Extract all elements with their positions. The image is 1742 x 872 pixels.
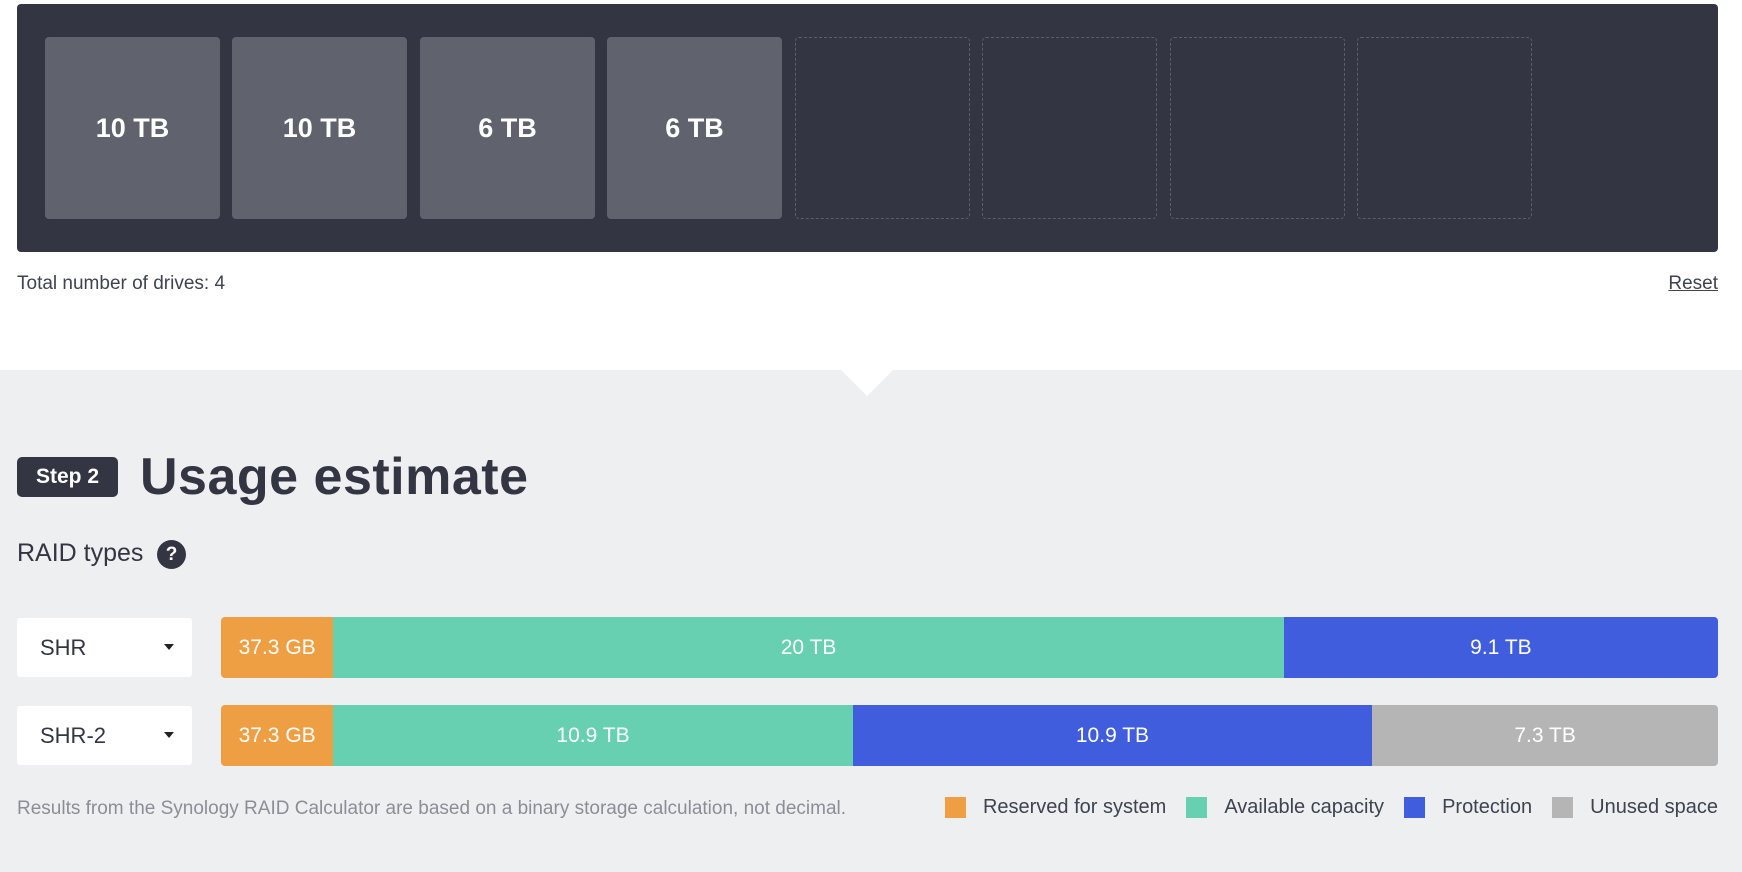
bar-segment-unused: 7.3 TB: [1372, 705, 1718, 766]
section-title: Usage estimate: [140, 448, 529, 506]
bar-segment-protection: 9.1 TB: [1283, 617, 1718, 678]
legend-item-unused: Unused space: [1552, 796, 1718, 819]
bar-segment-reserved: 37.3 GB: [221, 617, 334, 678]
step-badge: Step 2: [17, 457, 118, 497]
drive-slot-3[interactable]: 6 TB: [420, 37, 595, 219]
usage-bar-1: 37.3 GB 20 TB 9.1 TB: [221, 617, 1718, 678]
reset-link[interactable]: Reset: [1668, 273, 1718, 294]
raid-types-label: RAID types: [17, 539, 144, 567]
raid-type-value: SHR-2: [40, 722, 107, 748]
raid-type-select-1[interactable]: SHR: [17, 618, 192, 677]
drive-slot-1[interactable]: 10 TB: [45, 37, 220, 219]
drive-size-label: 6 TB: [478, 112, 537, 143]
bar-segment-available: 10.9 TB: [333, 705, 853, 766]
legend-item-available: Available capacity: [1186, 796, 1384, 819]
legend: Reserved for system Available capacity Pro…: [925, 796, 1718, 819]
panel-notch: [841, 370, 893, 396]
raid-type-value: SHR: [40, 634, 87, 660]
help-icon[interactable]: ?: [157, 540, 186, 569]
drive-slot-8[interactable]: [1357, 37, 1532, 219]
total-drives-text: Total number of drives: 4: [17, 273, 226, 294]
drive-slot-6[interactable]: [982, 37, 1157, 219]
legend-swatch: [1186, 797, 1208, 818]
legend-swatch: [944, 797, 966, 818]
drive-slot-5[interactable]: [795, 37, 970, 219]
legend-label: Unused space: [1590, 796, 1718, 818]
bar-segment-available: 20 TB: [333, 617, 1284, 678]
drive-bay: 10 TB 10 TB 6 TB 6 TB: [17, 4, 1718, 252]
bar-segment-reserved: 37.3 GB: [221, 705, 334, 766]
drive-slot-2[interactable]: 10 TB: [232, 37, 407, 219]
drive-slot-7[interactable]: [1170, 37, 1345, 219]
legend-item-reserved: Reserved for system: [944, 796, 1167, 819]
raid-type-select-2[interactable]: SHR-2: [17, 706, 192, 765]
caret-down-icon: [164, 732, 174, 738]
legend-swatch: [1552, 797, 1574, 818]
drive-size-label: 10 TB: [282, 112, 357, 143]
legend-label: Available capacity: [1224, 796, 1385, 818]
legend-label: Protection: [1442, 796, 1533, 818]
legend-swatch: [1404, 797, 1426, 818]
bar-segment-protection: 10.9 TB: [852, 705, 1373, 766]
drive-slot-4[interactable]: 6 TB: [607, 37, 782, 219]
drive-size-label: 6 TB: [665, 112, 724, 143]
drive-size-label: 10 TB: [95, 112, 170, 143]
legend-item-protection: Protection: [1404, 796, 1532, 819]
footnote: Results from the Synology RAID Calculato…: [17, 798, 847, 819]
usage-bar-2: 37.3 GB 10.9 TB 10.9 TB 7.3 TB: [221, 705, 1718, 766]
legend-label: Reserved for system: [982, 796, 1167, 818]
caret-down-icon: [164, 644, 174, 650]
